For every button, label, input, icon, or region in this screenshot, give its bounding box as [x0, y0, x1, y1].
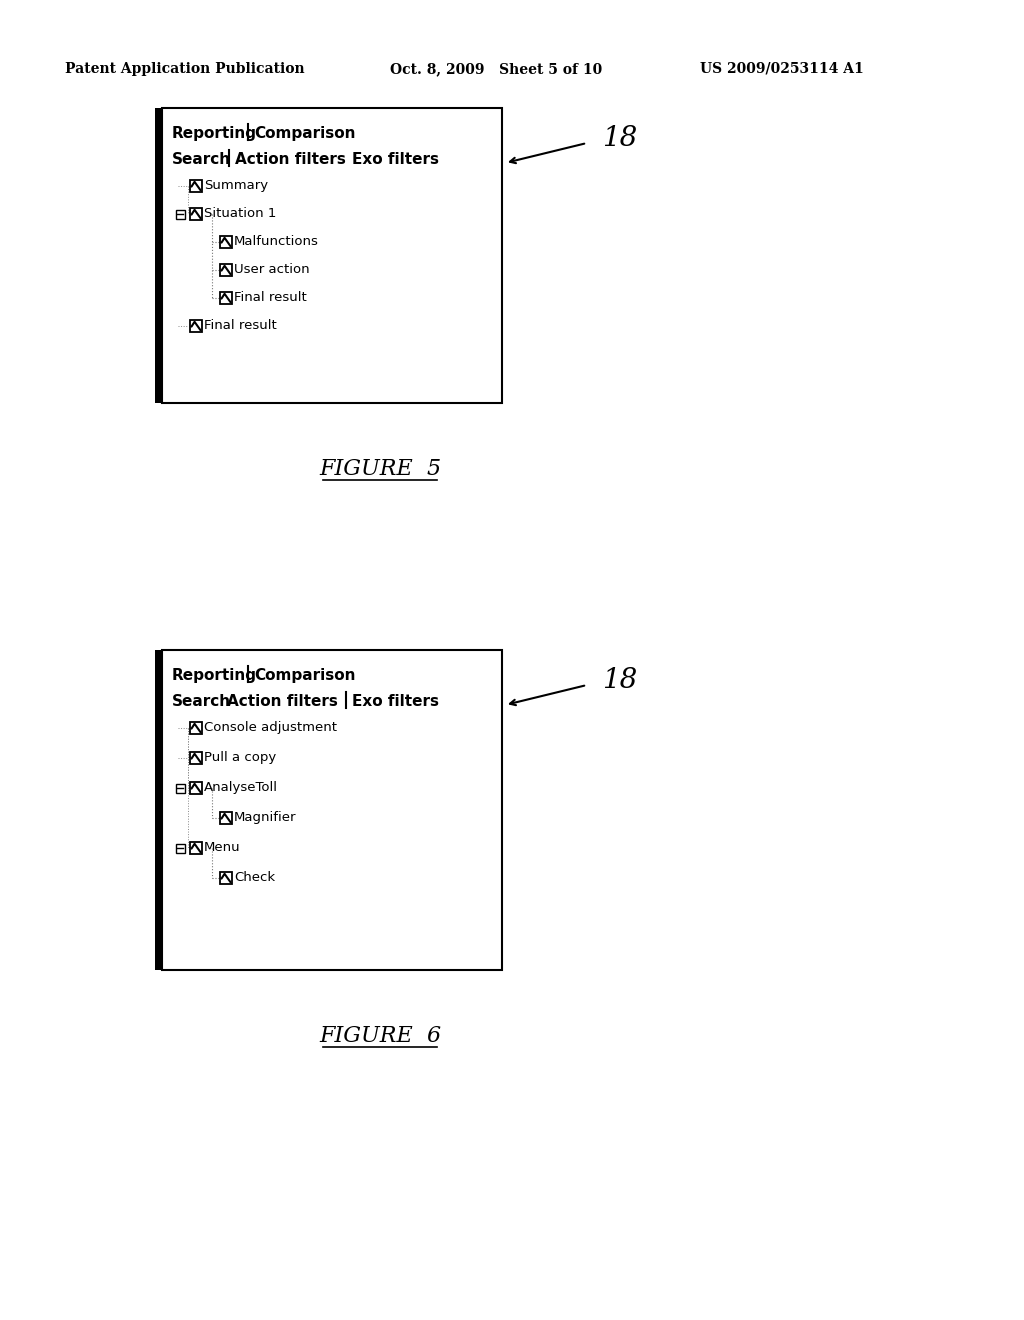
- Bar: [190, 752, 202, 764]
- Bar: [220, 236, 232, 248]
- Text: Malfunctions: Malfunctions: [234, 235, 318, 248]
- Text: FIGURE  6: FIGURE 6: [318, 1026, 441, 1047]
- Text: Magnifier: Magnifier: [234, 810, 297, 824]
- Text: Reporting: Reporting: [172, 125, 257, 141]
- Text: Action filters: Action filters: [234, 152, 346, 168]
- Text: US 2009/0253114 A1: US 2009/0253114 A1: [700, 62, 864, 77]
- Bar: [190, 319, 202, 333]
- Text: Exo filters: Exo filters: [352, 694, 439, 709]
- Text: Oct. 8, 2009   Sheet 5 of 10: Oct. 8, 2009 Sheet 5 of 10: [390, 62, 602, 77]
- Text: Summary: Summary: [204, 180, 268, 191]
- Bar: [190, 842, 202, 854]
- Text: Action filters: Action filters: [226, 694, 338, 709]
- Bar: [162, 108, 502, 403]
- Text: Final result: Final result: [234, 290, 307, 304]
- Text: Situation 1: Situation 1: [204, 207, 276, 220]
- Text: Reporting: Reporting: [172, 668, 257, 682]
- Text: Menu: Menu: [204, 841, 241, 854]
- Text: FIGURE  5: FIGURE 5: [318, 458, 441, 480]
- Bar: [220, 264, 232, 276]
- Bar: [220, 292, 232, 304]
- Bar: [175, 843, 184, 853]
- Bar: [190, 781, 202, 795]
- Text: Comparison: Comparison: [255, 125, 356, 141]
- Bar: [155, 108, 162, 403]
- Text: Patent Application Publication: Patent Application Publication: [65, 62, 304, 77]
- Text: Console adjustment: Console adjustment: [204, 721, 337, 734]
- Bar: [190, 209, 202, 220]
- Text: Search: Search: [172, 694, 231, 709]
- Bar: [220, 812, 232, 824]
- Text: User action: User action: [234, 263, 309, 276]
- Bar: [190, 722, 202, 734]
- Text: Exo filters: Exo filters: [352, 152, 439, 168]
- Bar: [220, 873, 232, 884]
- Text: Pull a copy: Pull a copy: [204, 751, 276, 764]
- Bar: [175, 784, 184, 792]
- Text: 18: 18: [602, 125, 637, 152]
- Text: 18: 18: [602, 667, 637, 694]
- Bar: [155, 649, 162, 970]
- Text: Final result: Final result: [204, 319, 276, 333]
- Bar: [175, 210, 184, 219]
- Bar: [162, 649, 502, 970]
- Text: Comparison: Comparison: [255, 668, 356, 682]
- Text: Check: Check: [234, 871, 275, 884]
- Text: Search: Search: [172, 152, 231, 168]
- Text: AnalyseToll: AnalyseToll: [204, 781, 278, 795]
- Bar: [190, 180, 202, 191]
